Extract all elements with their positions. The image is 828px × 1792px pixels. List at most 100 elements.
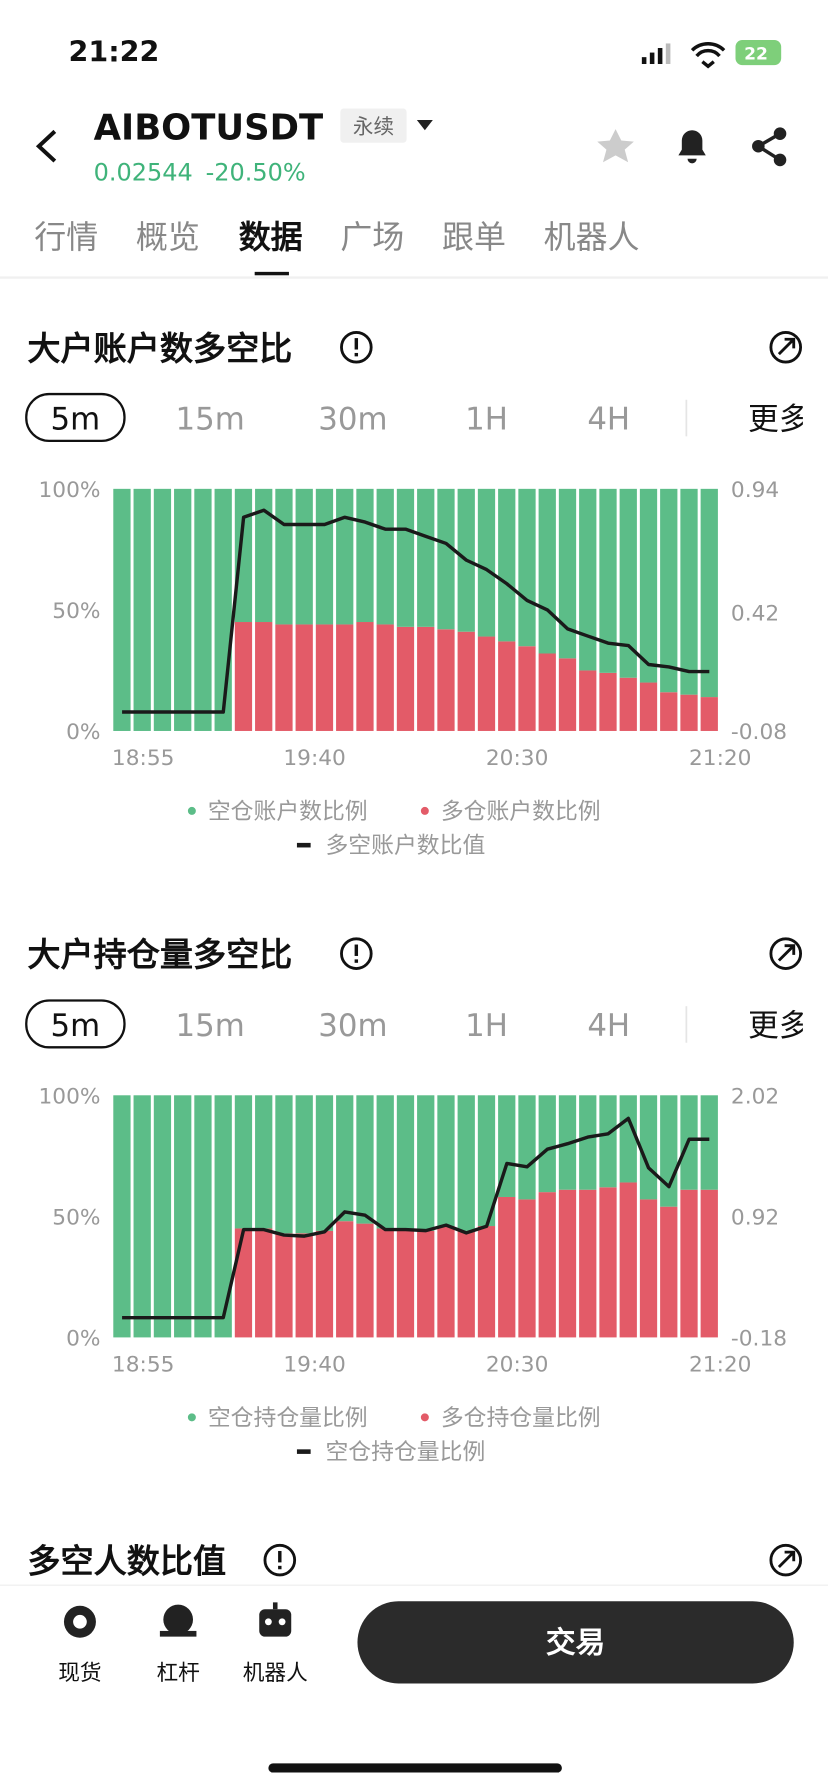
legend-swatch (296, 842, 311, 848)
bar (417, 488, 435, 627)
bar (356, 488, 374, 623)
trade-button-label[interactable]: 交易 (546, 1626, 605, 1661)
bar (234, 1228, 253, 1338)
spot-icon[interactable] (63, 1605, 96, 1638)
interval[interactable]: 5m (51, 1008, 101, 1044)
bar (214, 1095, 232, 1338)
interval[interactable]: 更多 (748, 401, 810, 437)
bar (579, 1189, 597, 1338)
bar (255, 1228, 273, 1338)
share-icon[interactable] (752, 127, 787, 167)
x-tick-label: 18:55 (112, 1353, 175, 1378)
info-circle (340, 330, 373, 364)
signal-icon (641, 43, 671, 65)
chart: 大户账户数多空比 5m 15m 30m 1H 4H 更多 0% 50% 100% -0.08 0.42… (25, 329, 810, 859)
bar (133, 488, 151, 731)
bar (538, 1095, 556, 1193)
nav-label[interactable]: 杠杆 (156, 1661, 199, 1686)
bar (558, 1189, 577, 1338)
interval[interactable]: 更多 (748, 1008, 810, 1044)
legend-label: 多仓账户数比例 (441, 799, 601, 825)
bar (153, 1095, 172, 1338)
info-icon[interactable] (340, 330, 373, 364)
bar (498, 1095, 516, 1197)
x-tick-label: 19:40 (283, 1353, 346, 1378)
y2-tick-label: 0.94 (731, 478, 779, 503)
info-circle (340, 937, 373, 970)
interval[interactable]: 1H (465, 401, 508, 437)
line (122, 508, 710, 714)
nav-label[interactable]: 现货 (58, 1661, 101, 1686)
bar (133, 1095, 151, 1338)
tab[interactable]: 行情 (34, 218, 98, 256)
tab[interactable]: 概览 (136, 218, 200, 256)
dropdown[interactable] (416, 119, 433, 131)
x-tick-label: 21:20 (689, 1353, 752, 1378)
tab[interactable]: 数据 (239, 218, 303, 256)
interval[interactable]: 30m (318, 1008, 387, 1044)
bar (639, 682, 658, 731)
trade-button[interactable] (357, 1601, 794, 1684)
x-tick-label: 19:40 (283, 746, 346, 771)
bot-icon[interactable] (259, 1602, 292, 1637)
interval[interactable]: 30m (318, 401, 387, 437)
legend-label: 多空账户数比值 (325, 833, 485, 859)
bar (579, 670, 597, 731)
tag: 永续 (353, 115, 394, 139)
bar (255, 1095, 273, 1229)
bar (518, 1095, 536, 1200)
star-icon[interactable] (597, 129, 634, 163)
bar (558, 488, 577, 659)
interval[interactable]: 15m (176, 401, 245, 437)
section-title: 多空人数比值 (27, 1542, 226, 1581)
bar (680, 1189, 698, 1338)
bar (194, 488, 212, 731)
home-indicator (268, 1763, 562, 1773)
bar (437, 629, 455, 731)
bar (680, 694, 698, 731)
expand-icon[interactable] (769, 1543, 803, 1577)
bar (255, 622, 273, 731)
bar (498, 488, 516, 642)
bar (255, 488, 273, 623)
bar (538, 653, 556, 731)
nav-label[interactable]: 机器人 (243, 1661, 308, 1686)
bar (113, 488, 131, 731)
bar (376, 488, 394, 625)
legend-label: 空仓持仓量比例 (325, 1440, 485, 1466)
expand-icon[interactable] (769, 937, 803, 970)
interval[interactable]: 5m (51, 401, 101, 437)
tab[interactable]: 机器人 (544, 218, 640, 256)
margin-icon[interactable] (159, 1604, 197, 1637)
change: -20.50% (206, 158, 306, 186)
interval-row: 5m 15m 30m 1H 4H 更多 (51, 1008, 810, 1044)
info-icon[interactable] (340, 937, 373, 970)
back-button[interactable] (35, 129, 57, 163)
info-bar (354, 338, 359, 350)
info-dot (354, 959, 359, 963)
info-icon[interactable] (263, 1543, 297, 1577)
bar (660, 488, 678, 693)
tab-indicator (254, 271, 289, 276)
bar (153, 488, 172, 731)
expand-circle (769, 937, 803, 970)
y-tick-label: 50% (52, 1205, 100, 1230)
expand-icon[interactable] (769, 330, 803, 364)
bell-icon[interactable] (678, 130, 706, 164)
price: 0.02544 (94, 158, 193, 186)
bar (700, 488, 718, 698)
legend-label: 空仓持仓量比例 (208, 1405, 368, 1431)
interval[interactable]: 4H (587, 1008, 630, 1044)
bar (234, 1095, 253, 1229)
tab[interactable]: 跟单 (442, 218, 506, 256)
tab[interactable]: 广场 (340, 218, 404, 256)
x-tick-label: 20:30 (486, 1353, 549, 1378)
bar (376, 624, 394, 731)
interval[interactable]: 4H (587, 401, 630, 437)
y2-tick-label: 0.42 (731, 601, 779, 626)
interval[interactable]: 15m (176, 1008, 245, 1044)
bar (295, 488, 313, 625)
bar (518, 646, 536, 731)
battery-level: 22 (744, 44, 768, 64)
interval[interactable]: 1H (465, 1008, 508, 1044)
